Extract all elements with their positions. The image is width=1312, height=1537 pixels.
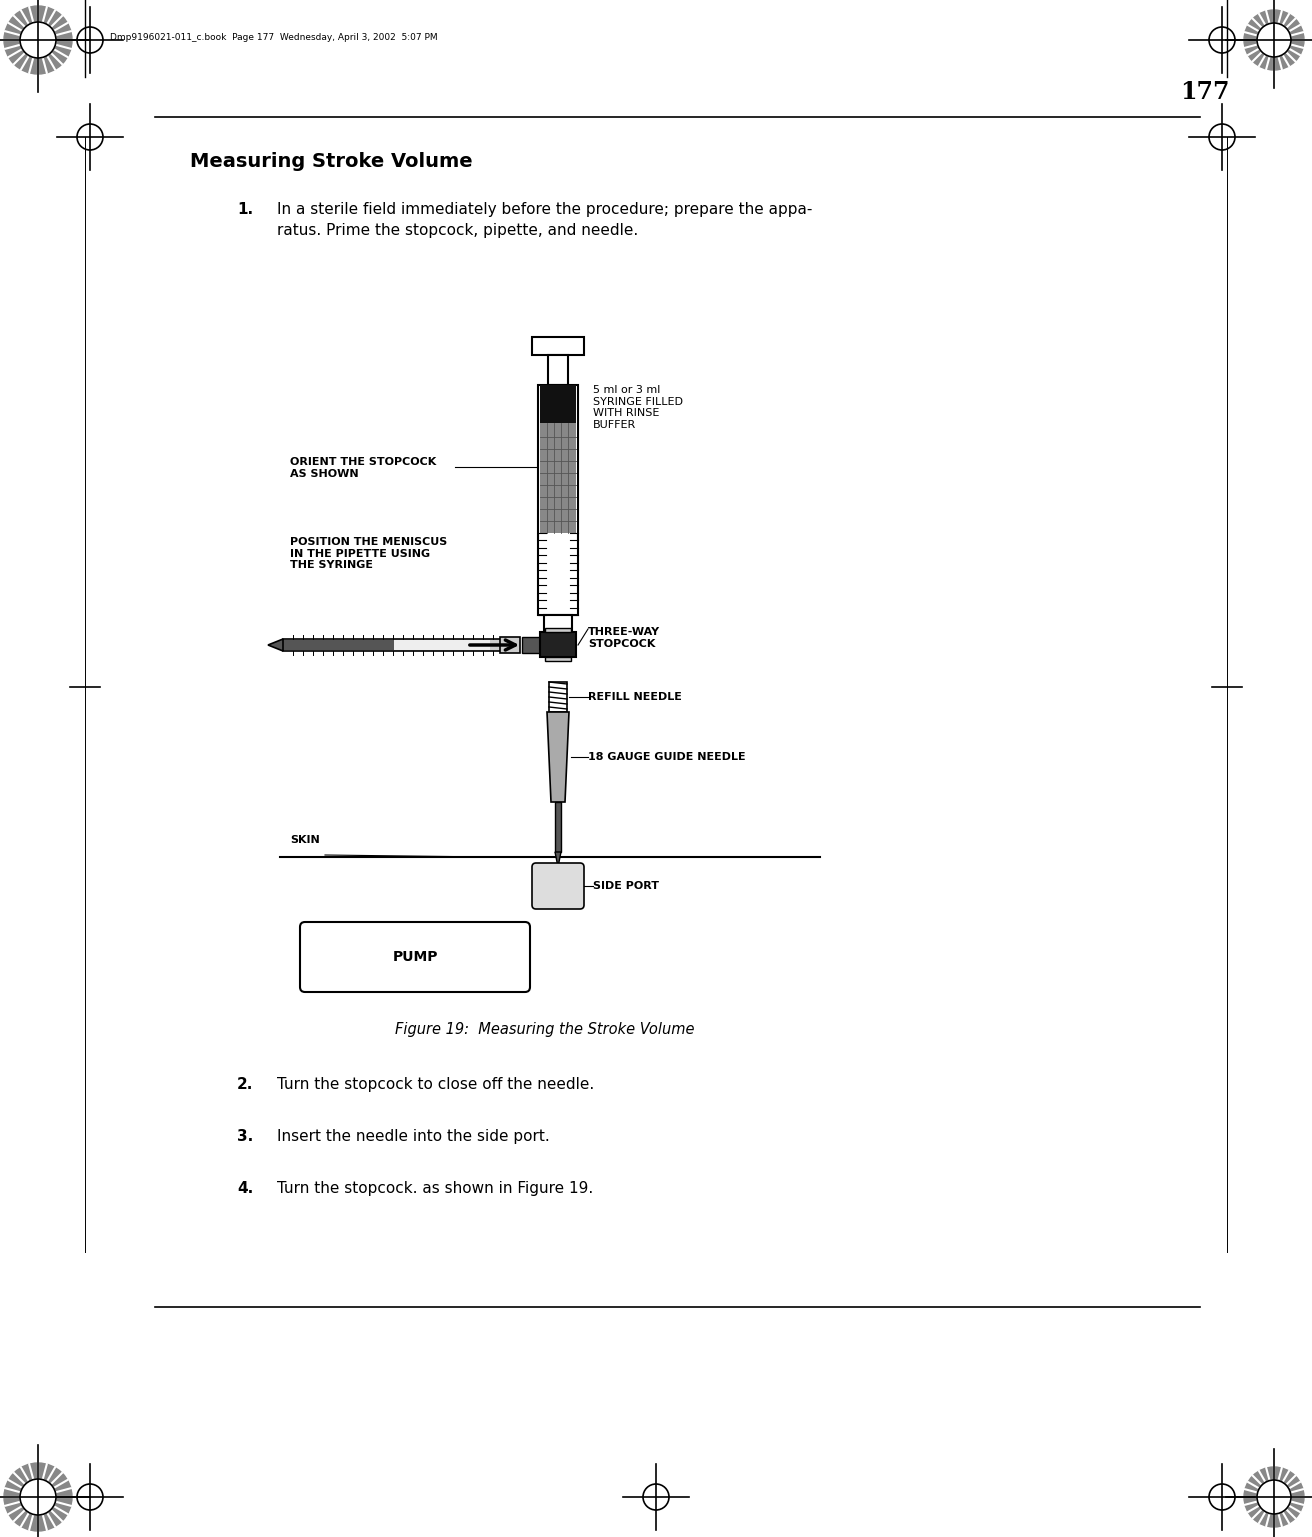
Polygon shape	[555, 851, 562, 867]
Bar	[544, 656, 571, 661]
Circle shape	[1244, 11, 1304, 71]
Bar	[541, 423, 576, 533]
Text: 3.: 3.	[237, 1130, 253, 1144]
Text: Dmp9196021-011_c.book  Page 177  Wednesday, April 3, 2002  5:07 PM: Dmp9196021-011_c.book Page 177 Wednesday…	[110, 32, 438, 41]
Text: ORIENT THE STOPCOCK
AS SHOWN: ORIENT THE STOPCOCK AS SHOWN	[290, 456, 437, 478]
Text: Figure 19:  Measuring the Stroke Volume: Figure 19: Measuring the Stroke Volume	[395, 1022, 695, 1037]
Circle shape	[20, 1479, 56, 1515]
Text: POSITION THE MENISCUS
IN THE PIPETTE USING
THE SYRINGE: POSITION THE MENISCUS IN THE PIPETTE USI…	[290, 536, 447, 570]
Circle shape	[4, 1463, 72, 1531]
Bar	[548, 355, 568, 384]
Text: In a sterile field immediately before the procedure; prepare the appa-
ratus. Pr: In a sterile field immediately before th…	[277, 201, 812, 238]
FancyBboxPatch shape	[300, 922, 530, 991]
Text: 4.: 4.	[237, 1180, 253, 1196]
Bar	[500, 636, 520, 653]
Text: Turn the stopcock to close off the needle.: Turn the stopcock to close off the needl…	[277, 1077, 594, 1091]
Bar	[541, 384, 576, 423]
Bar	[541, 632, 576, 656]
Circle shape	[1244, 1466, 1304, 1526]
Bar	[283, 639, 505, 652]
Circle shape	[20, 22, 56, 58]
Text: 177: 177	[1181, 80, 1231, 105]
Polygon shape	[547, 712, 569, 802]
Bar	[531, 337, 584, 355]
Bar	[522, 636, 541, 653]
Text: 1.: 1.	[237, 201, 253, 217]
Polygon shape	[268, 639, 283, 652]
Bar	[538, 384, 579, 615]
FancyBboxPatch shape	[531, 862, 584, 908]
Text: REFILL NEEDLE: REFILL NEEDLE	[588, 692, 682, 702]
Text: THREE-WAY
STOPCOCK: THREE-WAY STOPCOCK	[588, 627, 660, 649]
Bar	[555, 802, 562, 851]
Text: 18 GAUGE GUIDE NEEDLE: 18 GAUGE GUIDE NEEDLE	[588, 752, 745, 762]
Text: SKIN: SKIN	[290, 835, 320, 845]
Bar	[283, 639, 394, 650]
Circle shape	[4, 6, 72, 74]
Circle shape	[1257, 1480, 1291, 1514]
Text: Measuring Stroke Volume: Measuring Stroke Volume	[190, 152, 472, 171]
Text: 5 ml or 3 ml
SYRINGE FILLED
WITH RINSE
BUFFER: 5 ml or 3 ml SYRINGE FILLED WITH RINSE B…	[593, 384, 684, 430]
Text: 2.: 2.	[237, 1077, 253, 1091]
Bar	[394, 639, 489, 650]
Text: SIDE PORT: SIDE PORT	[593, 881, 659, 891]
Bar	[544, 629, 571, 632]
Bar	[544, 615, 572, 630]
Circle shape	[1257, 23, 1291, 57]
Bar	[548, 682, 567, 712]
Text: Insert the needle into the side port.: Insert the needle into the side port.	[277, 1130, 550, 1144]
Text: PUMP: PUMP	[392, 950, 438, 964]
Text: Turn the stopcock. as shown in Figure 19.: Turn the stopcock. as shown in Figure 19…	[277, 1180, 593, 1196]
